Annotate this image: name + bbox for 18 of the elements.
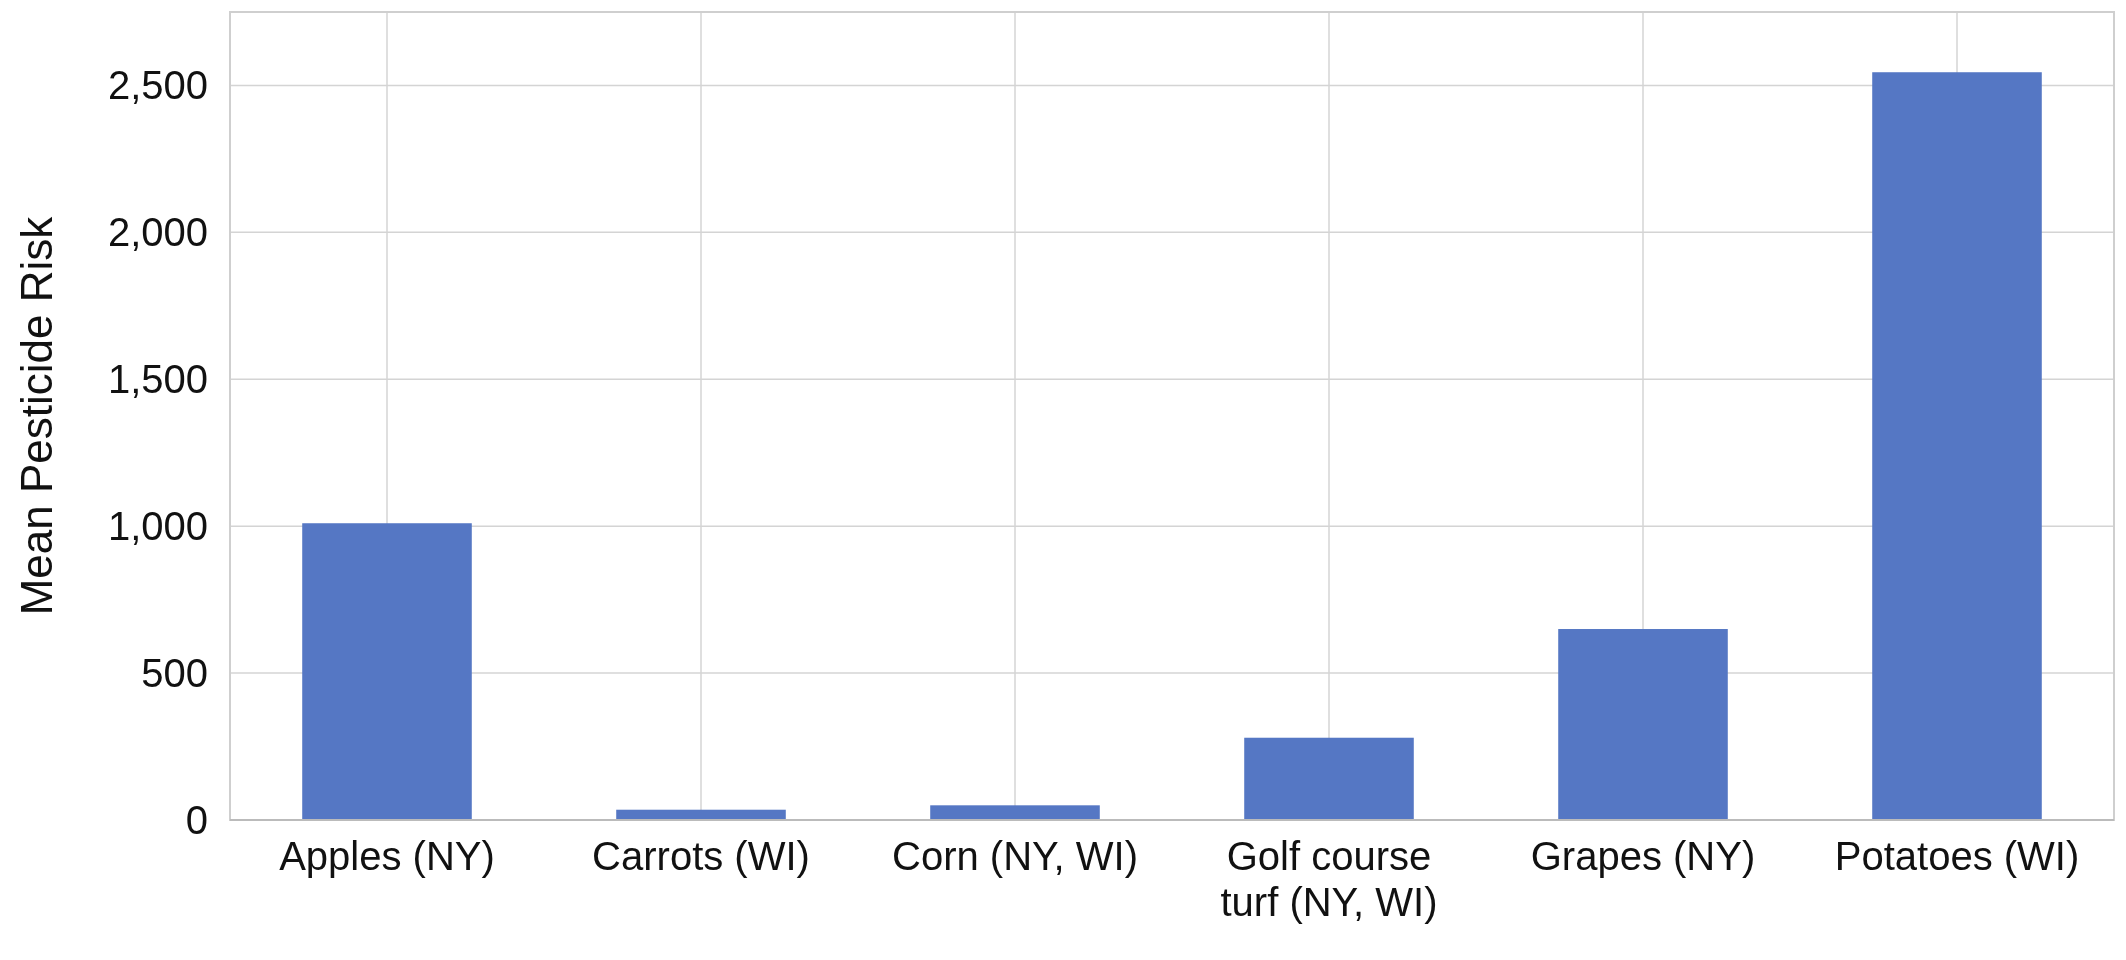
x-tick-label: Apples (NY) [279,834,495,878]
y-axis-title: Mean Pesticide Risk [12,215,61,616]
bar [1244,737,1414,820]
x-tick-label: Corn (NY, WI) [892,834,1138,878]
x-tick-label: Potatoes (WI) [1834,834,2080,878]
x-tick-label: Carrots (WI) [592,834,810,878]
bar [1872,72,2042,820]
y-tick-label: 2,500 [107,63,208,108]
y-tick-label: 1,500 [107,357,208,402]
y-tick-label: 1,000 [107,504,208,549]
y-tick-label: 500 [141,651,208,696]
y-tick-label: 0 [185,798,208,842]
x-tick-label: Golf course turf (NY, WI) [1220,834,1438,924]
bar [1558,629,1728,820]
bar [302,523,472,820]
y-tick-label: 2,000 [107,210,208,255]
bar [930,805,1100,820]
x-tick-label: Grapes (NY) [1530,834,1756,878]
